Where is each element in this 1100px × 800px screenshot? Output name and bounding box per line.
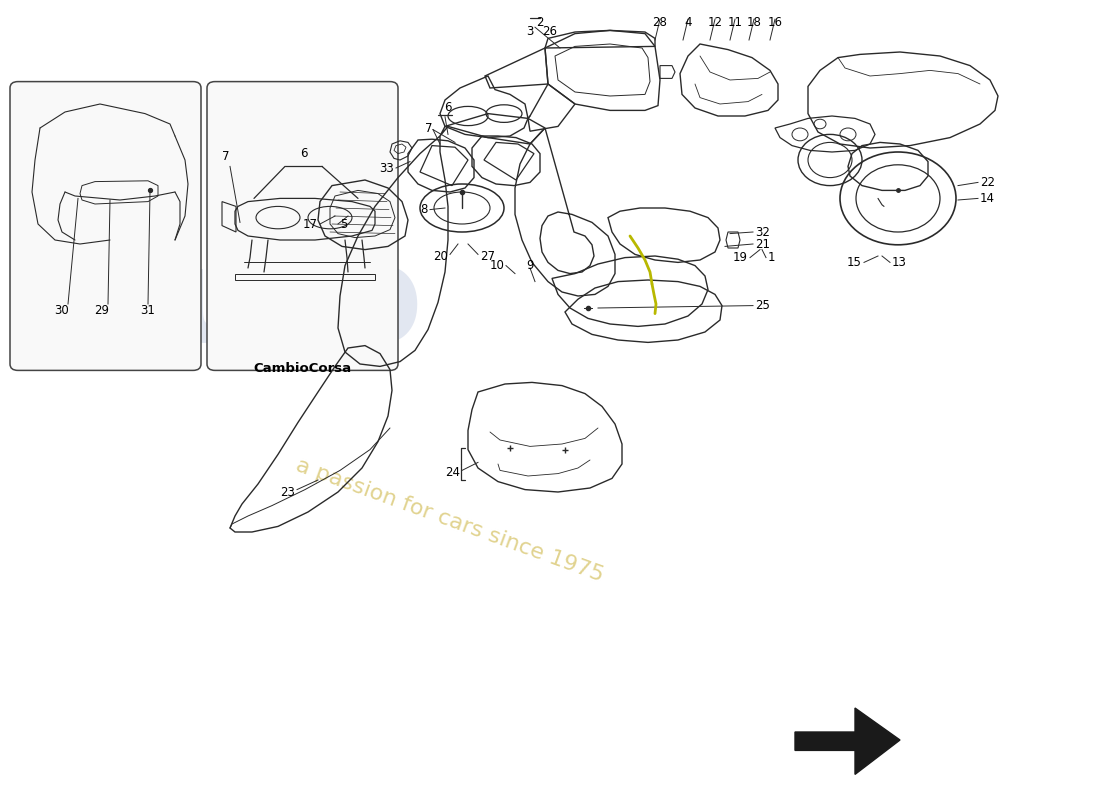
Polygon shape bbox=[795, 708, 900, 774]
Text: 2: 2 bbox=[537, 16, 543, 29]
Text: 13: 13 bbox=[892, 256, 906, 269]
Text: 3: 3 bbox=[526, 25, 534, 38]
Text: 16: 16 bbox=[768, 16, 782, 29]
Text: 10: 10 bbox=[491, 259, 505, 272]
Text: 23: 23 bbox=[280, 486, 295, 498]
Text: 25: 25 bbox=[755, 299, 770, 312]
Text: 27: 27 bbox=[480, 250, 495, 262]
Text: a passion for cars since 1975: a passion for cars since 1975 bbox=[294, 455, 607, 585]
Text: eurp: eurp bbox=[80, 241, 424, 367]
FancyBboxPatch shape bbox=[10, 82, 201, 370]
Text: 8: 8 bbox=[420, 203, 428, 216]
Text: CambioCorsa: CambioCorsa bbox=[253, 362, 351, 374]
Text: 1: 1 bbox=[768, 251, 776, 264]
FancyBboxPatch shape bbox=[207, 82, 398, 370]
Text: 4: 4 bbox=[684, 16, 692, 29]
Text: 11: 11 bbox=[727, 16, 742, 29]
Text: 21: 21 bbox=[755, 238, 770, 250]
Text: 7: 7 bbox=[425, 122, 432, 134]
Text: 30: 30 bbox=[55, 304, 69, 317]
Text: 9: 9 bbox=[526, 259, 534, 272]
Text: 28: 28 bbox=[652, 16, 668, 29]
Text: 6: 6 bbox=[444, 101, 452, 114]
Text: 19: 19 bbox=[733, 251, 748, 264]
Text: 33: 33 bbox=[379, 162, 394, 174]
Text: 17: 17 bbox=[302, 218, 318, 230]
Text: 26: 26 bbox=[542, 25, 557, 38]
Text: 32: 32 bbox=[755, 226, 770, 238]
Text: 31: 31 bbox=[141, 304, 155, 317]
Text: 6: 6 bbox=[300, 147, 308, 160]
Text: 12: 12 bbox=[707, 16, 723, 29]
Text: 29: 29 bbox=[95, 304, 110, 317]
Text: 18: 18 bbox=[747, 16, 761, 29]
Text: 5: 5 bbox=[340, 218, 348, 230]
Text: 22: 22 bbox=[980, 176, 996, 189]
Text: 20: 20 bbox=[433, 250, 448, 262]
Text: 14: 14 bbox=[980, 192, 996, 205]
Text: 15: 15 bbox=[847, 256, 862, 269]
Text: 24: 24 bbox=[446, 466, 460, 478]
Text: 7: 7 bbox=[222, 150, 230, 163]
